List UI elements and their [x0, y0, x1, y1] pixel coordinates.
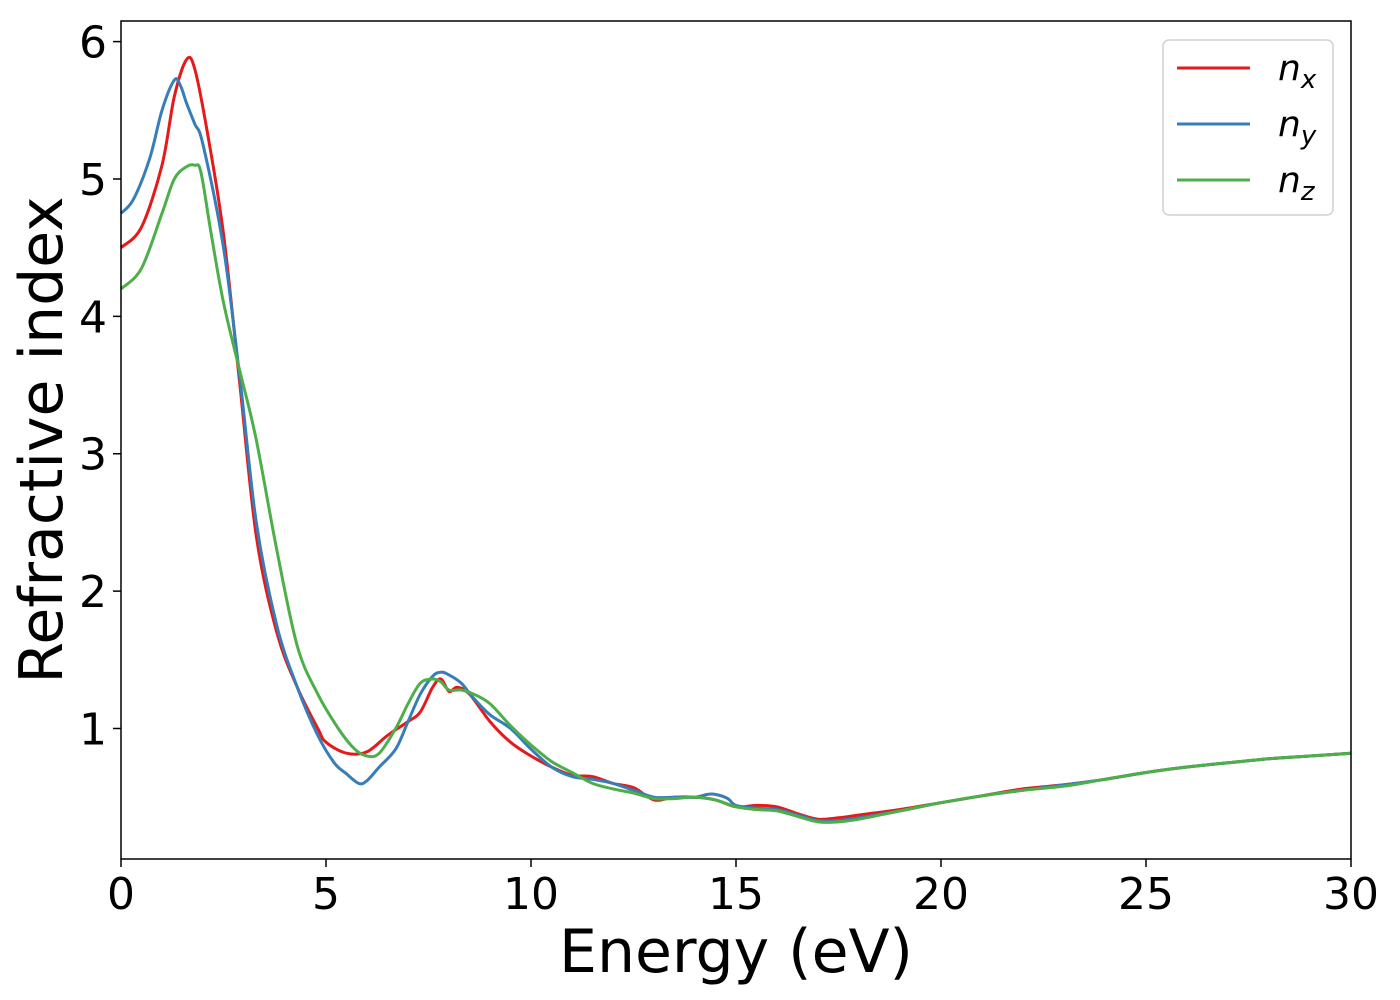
- series-lines: [119, 55, 1352, 824]
- x-axis-label: Energy (eV): [559, 917, 913, 987]
- series-line-n_z: [119, 163, 1352, 824]
- legend-label-sub: y: [1300, 121, 1317, 151]
- y-axis-label: Refractive index: [7, 196, 77, 683]
- y-tick-label: 6: [79, 18, 107, 69]
- legend-label-main: n: [1278, 48, 1301, 89]
- y-tick-label: 4: [79, 292, 107, 343]
- y-tick-label: 5: [79, 155, 107, 206]
- y-axis-ticks: 1 2 3 4 5 6: [79, 18, 121, 755]
- legend-label-sub: x: [1300, 65, 1317, 95]
- x-tick-label: 15: [708, 869, 764, 920]
- legend-label-n_x: nx: [1278, 48, 1317, 95]
- legend-label-main: n: [1278, 104, 1301, 145]
- x-tick-label: 20: [913, 869, 969, 920]
- x-axis-ticks: 0 5 10 15 20 25 30: [107, 859, 1379, 920]
- legend-label-n_z: nz: [1278, 160, 1316, 207]
- y-tick-label: 2: [79, 567, 107, 618]
- x-tick-label: 30: [1323, 869, 1379, 920]
- legend-label-n_y: ny: [1278, 104, 1317, 151]
- legend-label-main: n: [1278, 160, 1301, 201]
- y-tick-label: 3: [79, 430, 107, 481]
- x-tick-label: 0: [107, 869, 135, 920]
- legend-box: [1162, 39, 1334, 216]
- x-tick-label: 10: [503, 869, 559, 920]
- x-tick-label: 5: [312, 869, 340, 920]
- x-tick-label: 25: [1118, 869, 1174, 920]
- legend-label-sub: z: [1300, 177, 1316, 207]
- y-tick-label: 1: [79, 704, 107, 755]
